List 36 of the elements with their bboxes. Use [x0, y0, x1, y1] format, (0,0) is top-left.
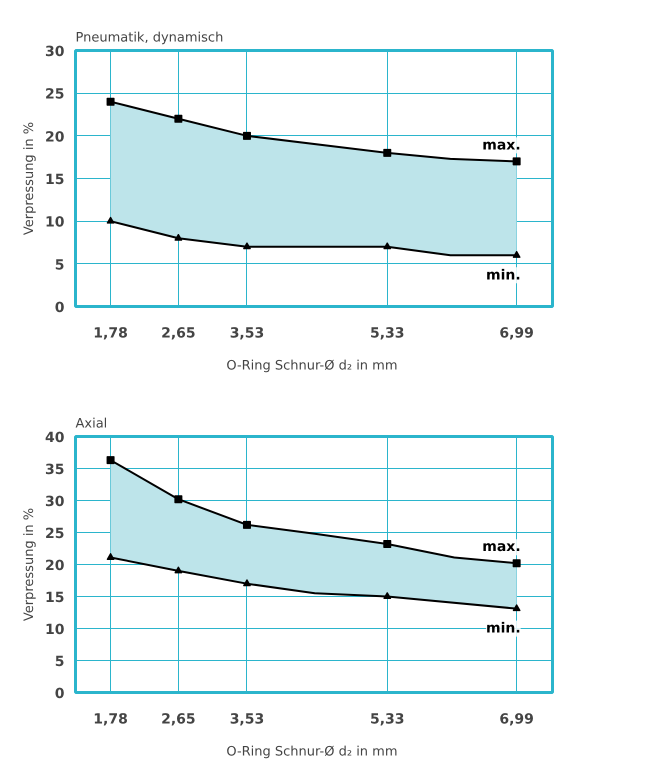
x-tick-label: 5,33 [370, 326, 405, 342]
chart-title: Pneumatik, dynamisch [76, 30, 224, 46]
chart-title: Axial [76, 416, 108, 432]
y-axis-title: Verpressung in % [22, 508, 38, 622]
series-label: min. [486, 267, 521, 284]
y-tick-label: 30 [45, 494, 65, 510]
y-tick-label: 35 [45, 462, 64, 478]
y-tick-label: 0 [54, 300, 65, 316]
y-tick-label: 25 [45, 526, 64, 542]
x-axis-title: O-Ring Schnur-Ø d₂ in mm [226, 358, 398, 374]
series-label: max. [482, 539, 521, 556]
y-tick-label: 0 [54, 686, 65, 702]
x-tick-label: 5,33 [370, 712, 405, 728]
x-tick-label: 3,53 [230, 712, 264, 728]
y-tick-label: 10 [45, 214, 65, 231]
y-axis-title: Verpressung in % [22, 122, 38, 236]
y-tick-label: 30 [45, 44, 65, 60]
y-tick-label: 5 [54, 654, 65, 670]
y-tick-label: 15 [45, 172, 64, 188]
y-tick-label: 15 [45, 590, 64, 606]
y-tick-label: 20 [45, 558, 65, 574]
y-tick-label: 10 [45, 622, 65, 638]
y-tick-label: 5 [54, 257, 65, 274]
y-tick-label: 20 [45, 129, 65, 146]
y-tick-label: 25 [45, 86, 64, 103]
series-label: max. [482, 137, 521, 154]
x-tick-label: 2,65 [161, 326, 196, 342]
x-tick-label: 1,78 [93, 712, 128, 728]
x-tick-label: 2,65 [161, 712, 196, 728]
x-tick-label: 6,99 [499, 326, 534, 342]
x-axis-title: O-Ring Schnur-Ø d₂ in mm [226, 744, 398, 760]
series-label: min. [486, 620, 521, 637]
x-tick-label: 6,99 [499, 712, 534, 728]
x-tick-label: 1,78 [93, 326, 128, 342]
y-tick-label: 40 [45, 430, 65, 446]
x-tick-label: 3,53 [230, 326, 264, 342]
